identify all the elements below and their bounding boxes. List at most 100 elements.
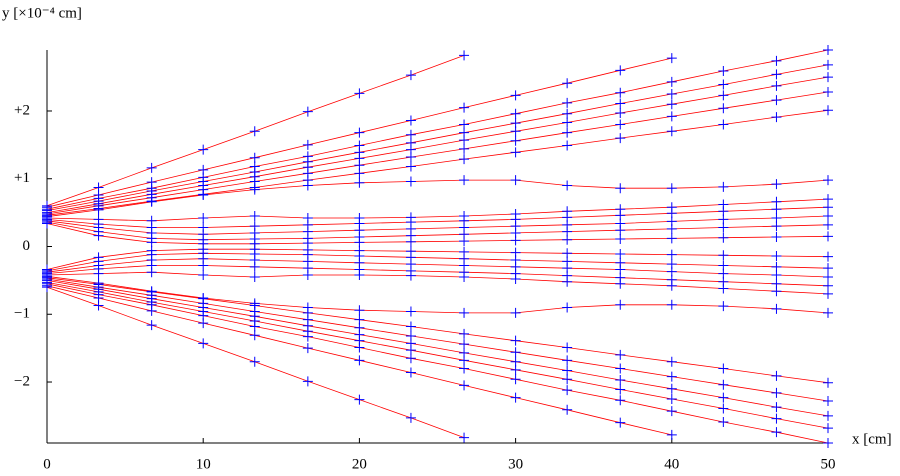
point-marker <box>771 413 782 424</box>
point-marker <box>562 365 573 376</box>
point-marker <box>405 152 416 163</box>
point-marker <box>771 427 782 438</box>
point-marker <box>249 271 260 282</box>
trajectory <box>46 278 829 402</box>
point-marker <box>771 80 782 91</box>
point-marker <box>562 140 573 151</box>
x-tick-label: 50 <box>821 456 836 472</box>
point-marker <box>666 429 677 440</box>
point-marker <box>562 302 573 313</box>
point-marker <box>93 268 104 279</box>
point-marker <box>562 374 573 385</box>
point-marker <box>562 78 573 89</box>
point-marker <box>666 406 677 417</box>
point-marker <box>666 53 677 64</box>
point-marker <box>615 133 626 144</box>
point-marker <box>666 223 677 234</box>
point-marker <box>249 330 260 341</box>
point-marker <box>459 175 470 186</box>
point-marker <box>771 232 782 243</box>
point-marker <box>93 300 104 311</box>
point-marker <box>146 162 157 173</box>
trajectory <box>46 221 829 241</box>
point-marker <box>718 416 729 427</box>
point-marker <box>771 95 782 106</box>
point-marker <box>459 339 470 350</box>
trajectory <box>46 271 829 295</box>
trajectory <box>46 64 829 211</box>
point-marker <box>823 395 833 406</box>
trajectory <box>46 179 829 218</box>
point-marker <box>823 288 833 299</box>
point-marker <box>405 367 416 378</box>
point-marker <box>198 260 209 271</box>
point-marker <box>666 183 677 194</box>
point-marker <box>302 376 313 387</box>
point-marker <box>823 202 833 213</box>
point-marker <box>459 363 470 374</box>
trajectory <box>46 282 829 429</box>
point-marker <box>302 180 313 191</box>
point-marker <box>615 108 626 119</box>
point-marker <box>405 161 416 172</box>
point-marker <box>562 404 573 415</box>
point-marker <box>718 403 729 414</box>
point-marker <box>405 306 416 317</box>
trajectory <box>46 265 829 287</box>
point-marker <box>666 383 677 394</box>
point-marker <box>93 230 104 241</box>
point-marker <box>510 108 521 119</box>
point-marker <box>405 321 416 332</box>
point-marker <box>459 102 470 113</box>
point-marker <box>666 76 677 87</box>
point-marker <box>459 328 470 339</box>
point-marker <box>146 320 157 331</box>
point-marker <box>198 190 209 201</box>
point-marker <box>93 204 104 215</box>
point-marker <box>459 50 470 61</box>
trajectory <box>46 286 465 438</box>
point-marker <box>718 181 729 192</box>
point-marker <box>718 66 729 77</box>
point-marker <box>718 119 729 130</box>
point-marker <box>42 282 52 293</box>
point-marker <box>302 139 313 150</box>
point-marker <box>354 177 365 188</box>
point-marker <box>823 59 833 70</box>
point-marker <box>823 410 833 421</box>
point-marker <box>615 299 626 310</box>
point-marker <box>823 45 833 55</box>
point-marker <box>718 103 729 114</box>
point-marker <box>615 395 626 406</box>
y-tick-label: −1 <box>14 306 30 322</box>
x-tick-label: 0 <box>43 456 51 472</box>
point-marker <box>771 387 782 398</box>
point-marker <box>510 175 521 186</box>
point-marker <box>771 179 782 190</box>
x-tick-label: 10 <box>196 456 211 472</box>
trajectory <box>46 248 829 270</box>
point-marker <box>823 438 833 448</box>
point-marker <box>249 211 260 222</box>
trajectory <box>46 277 829 384</box>
point-marker <box>771 112 782 123</box>
point-marker <box>718 250 729 261</box>
point-marker <box>562 97 573 108</box>
trajectory <box>46 76 829 213</box>
point-marker <box>666 299 677 310</box>
point-marker <box>615 363 626 374</box>
point-marker <box>146 196 157 207</box>
point-marker <box>771 402 782 413</box>
point-marker <box>198 144 209 155</box>
point-marker <box>562 342 573 353</box>
point-marker <box>771 370 782 381</box>
point-marker <box>615 119 626 130</box>
point-marker <box>666 280 677 291</box>
point-marker <box>771 269 782 280</box>
point-marker <box>459 135 470 146</box>
point-marker <box>666 393 677 404</box>
point-marker <box>771 55 782 66</box>
point-marker <box>562 180 573 191</box>
